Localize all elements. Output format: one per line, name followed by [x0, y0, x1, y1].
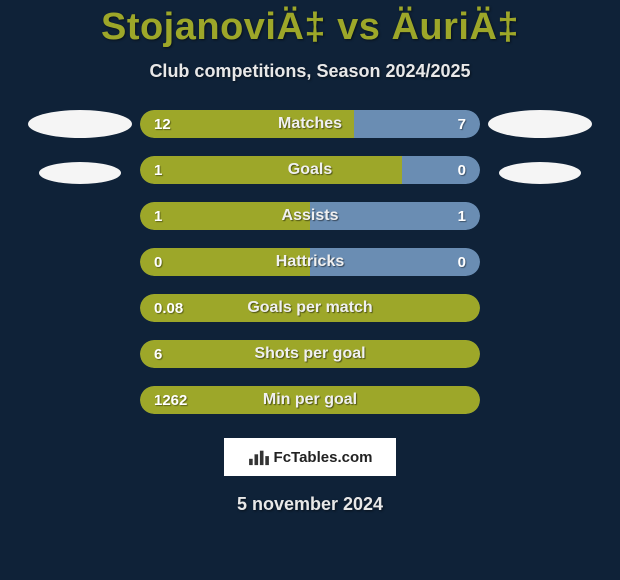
stat-label: Min per goal — [263, 391, 357, 409]
stat-label: Hattricks — [276, 253, 344, 271]
stat-left-value: 1 — [154, 208, 162, 225]
stat-row: 1262 Min per goal — [140, 386, 480, 414]
team-left-avatar — [39, 162, 121, 184]
stat-row: 0.08 Goals per match — [140, 294, 480, 322]
left-avatar-col — [20, 110, 140, 208]
stat-label: Matches — [278, 115, 342, 133]
subtitle: Club competitions, Season 2024/2025 — [149, 61, 470, 82]
logo-text: FcTables.com — [274, 449, 373, 466]
stat-right-value: 0 — [458, 162, 466, 179]
page-title: StojanoviÄ‡ vs ÄuriÄ‡ — [101, 6, 519, 49]
stat-row: 6 Shots per goal — [140, 340, 480, 368]
stat-bars: 12 Matches 7 1 Goals 0 1 Assists 1 0 Hattricks 0 0.0… — [140, 110, 480, 414]
source-logo[interactable]: FcTables.com — [224, 438, 396, 476]
stat-left-value: 1 — [154, 162, 162, 179]
bar-left-fill — [140, 156, 402, 184]
right-avatar-col — [480, 110, 600, 208]
stat-row: 1 Goals 0 — [140, 156, 480, 184]
stat-left-value: 12 — [154, 116, 171, 133]
player-left-avatar — [28, 110, 132, 138]
stat-row: 0 Hattricks 0 — [140, 248, 480, 276]
date-text: 5 november 2024 — [237, 494, 383, 515]
stat-left-value: 1262 — [154, 392, 187, 409]
stat-right-value: 7 — [458, 116, 466, 133]
bar-right-fill — [402, 156, 480, 184]
comparison-card: StojanoviÄ‡ vs ÄuriÄ‡ Club competitions,… — [0, 0, 620, 580]
stat-label: Shots per goal — [254, 345, 365, 363]
stat-row: 12 Matches 7 — [140, 110, 480, 138]
stat-label: Goals — [288, 161, 332, 179]
team-right-avatar — [499, 162, 581, 184]
stats-area: 12 Matches 7 1 Goals 0 1 Assists 1 0 Hattricks 0 0.0… — [0, 110, 620, 414]
stat-label: Goals per match — [247, 299, 372, 317]
stat-left-value: 6 — [154, 346, 162, 363]
bars-icon — [248, 448, 270, 466]
stat-right-value: 0 — [458, 254, 466, 271]
stat-row: 1 Assists 1 — [140, 202, 480, 230]
stat-left-value: 0.08 — [154, 300, 183, 317]
stat-left-value: 0 — [154, 254, 162, 271]
stat-label: Assists — [282, 207, 339, 225]
stat-right-value: 1 — [458, 208, 466, 225]
player-right-avatar — [488, 110, 592, 138]
